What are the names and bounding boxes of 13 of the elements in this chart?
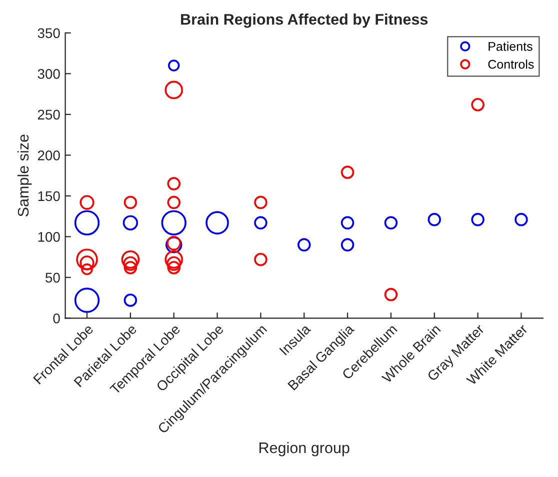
y-tick-label: 50 bbox=[46, 272, 60, 283]
legend-label: Patients bbox=[488, 42, 532, 51]
y-tick-label: 300 bbox=[38, 68, 60, 79]
x-axis-title: Region group bbox=[260, 442, 350, 456]
y-tick-label: 250 bbox=[38, 110, 60, 120]
legend-label: Controls bbox=[488, 60, 534, 69]
y-tick-label: 200 bbox=[38, 150, 60, 160]
y-tick-label: 350 bbox=[38, 28, 60, 38]
y-axis-title: Sample size bbox=[17, 134, 32, 216]
y-tick-label: 0 bbox=[53, 313, 60, 324]
y-tick-label: 150 bbox=[38, 191, 60, 202]
chart-title: Brain Regions Affected by Fitness bbox=[181, 14, 428, 28]
y-tick-label: 100 bbox=[38, 232, 60, 242]
